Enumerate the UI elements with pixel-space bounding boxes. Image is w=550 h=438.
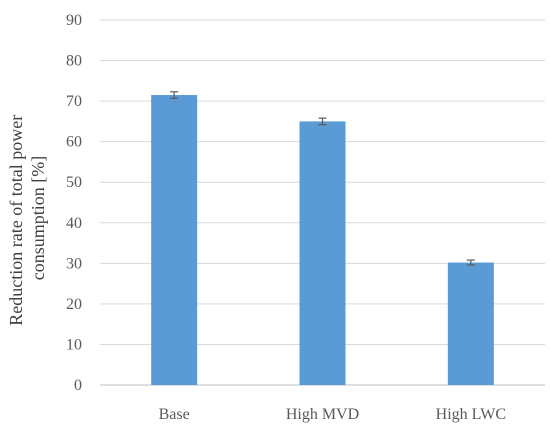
y-tick-label: 30 bbox=[66, 255, 82, 272]
error-bar bbox=[466, 259, 475, 266]
y-tick-label: 70 bbox=[66, 93, 82, 110]
bar-high-mvd bbox=[299, 121, 346, 385]
x-tick-label: High LWC bbox=[436, 406, 506, 423]
y-tick-label: 10 bbox=[66, 336, 82, 353]
x-tick-labels: Base High MVD High LWC bbox=[159, 406, 506, 423]
y-tick-labels: 0 10 20 30 40 50 60 70 80 90 bbox=[66, 12, 82, 394]
bar-base bbox=[151, 95, 198, 386]
y-tick-label: 90 bbox=[66, 12, 82, 29]
bars bbox=[151, 95, 494, 386]
y-tick-label: 0 bbox=[74, 377, 82, 394]
x-tick-label: High MVD bbox=[286, 406, 359, 423]
error-bar bbox=[170, 91, 179, 99]
y-axis-title-line-1: Reduction rate of total power bbox=[6, 115, 26, 326]
y-axis-title-line-2: consumption [%] bbox=[28, 156, 48, 280]
y-tick-label: 80 bbox=[66, 53, 82, 70]
y-tick-label: 50 bbox=[66, 174, 82, 191]
y-tick-label: 20 bbox=[66, 296, 82, 313]
error-bars bbox=[170, 91, 475, 266]
y-tick-label: 60 bbox=[66, 134, 82, 151]
error-bar bbox=[318, 117, 327, 126]
y-tick-label: 40 bbox=[66, 215, 82, 232]
bar-high-lwc bbox=[447, 262, 494, 385]
x-tick-label: Base bbox=[159, 406, 190, 423]
y-axis-title: Reduction rate of total power consumptio… bbox=[6, 110, 48, 325]
